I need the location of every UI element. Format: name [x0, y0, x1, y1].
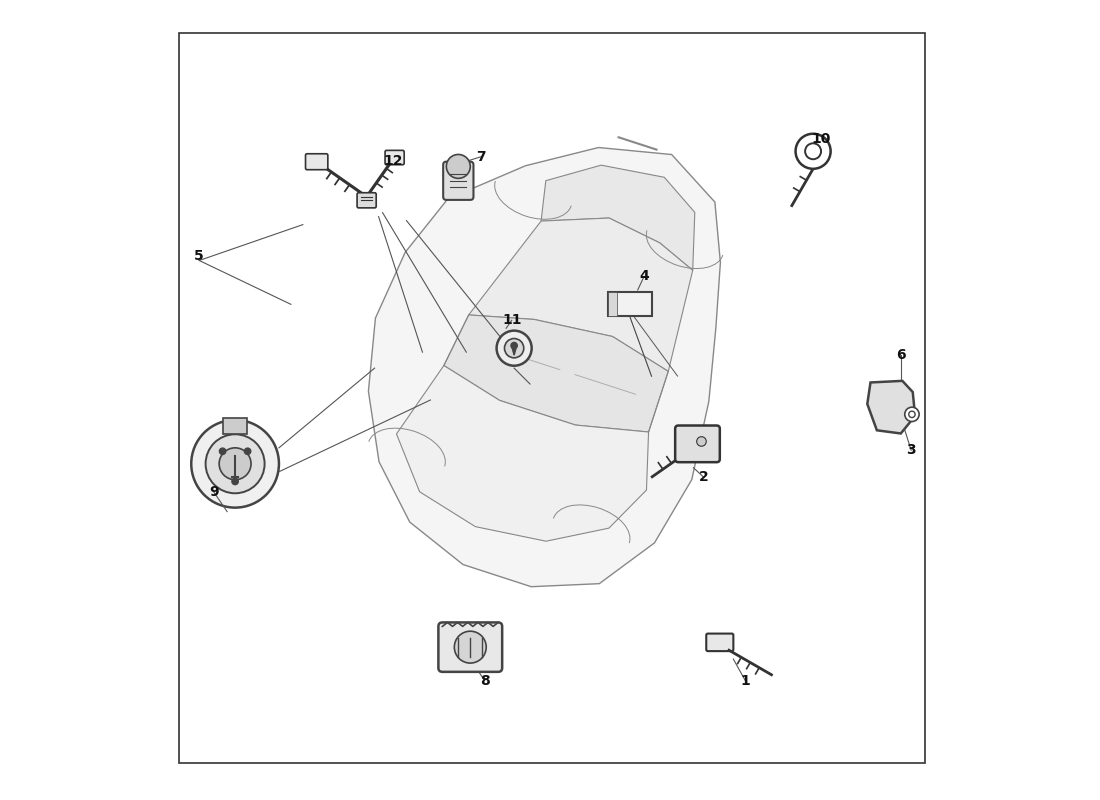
FancyBboxPatch shape: [223, 418, 248, 434]
Polygon shape: [368, 147, 720, 586]
Circle shape: [909, 411, 915, 418]
FancyBboxPatch shape: [306, 154, 328, 170]
FancyBboxPatch shape: [608, 292, 617, 316]
FancyBboxPatch shape: [706, 634, 734, 651]
Polygon shape: [512, 346, 517, 355]
Polygon shape: [867, 381, 915, 434]
FancyBboxPatch shape: [675, 426, 719, 462]
Circle shape: [454, 631, 486, 663]
Circle shape: [447, 154, 471, 178]
FancyBboxPatch shape: [179, 34, 925, 762]
Text: 6: 6: [896, 348, 905, 362]
Circle shape: [496, 330, 531, 366]
FancyBboxPatch shape: [608, 292, 651, 316]
Circle shape: [244, 448, 251, 454]
FancyBboxPatch shape: [443, 162, 473, 200]
Text: 3: 3: [906, 443, 916, 458]
Text: 11: 11: [502, 314, 521, 327]
Circle shape: [795, 134, 830, 169]
Text: 4: 4: [639, 270, 649, 283]
Circle shape: [696, 437, 706, 446]
Circle shape: [905, 407, 920, 422]
Circle shape: [232, 478, 239, 485]
Circle shape: [219, 448, 225, 454]
Text: 10: 10: [812, 132, 830, 146]
Text: 9: 9: [209, 485, 219, 498]
Text: 7: 7: [476, 150, 485, 164]
Text: 1: 1: [740, 674, 750, 688]
Polygon shape: [469, 218, 693, 371]
Text: 5: 5: [195, 250, 205, 263]
FancyBboxPatch shape: [385, 150, 404, 165]
Polygon shape: [396, 366, 649, 542]
Text: 8: 8: [480, 674, 490, 688]
Circle shape: [191, 420, 279, 508]
Circle shape: [505, 338, 524, 358]
Text: 12: 12: [383, 154, 403, 168]
Polygon shape: [444, 315, 669, 432]
Circle shape: [206, 434, 265, 494]
Circle shape: [219, 448, 251, 480]
Polygon shape: [541, 165, 695, 270]
Circle shape: [805, 143, 821, 159]
FancyBboxPatch shape: [358, 193, 376, 208]
FancyBboxPatch shape: [439, 622, 503, 672]
Circle shape: [512, 342, 517, 349]
Text: 2: 2: [698, 470, 708, 484]
